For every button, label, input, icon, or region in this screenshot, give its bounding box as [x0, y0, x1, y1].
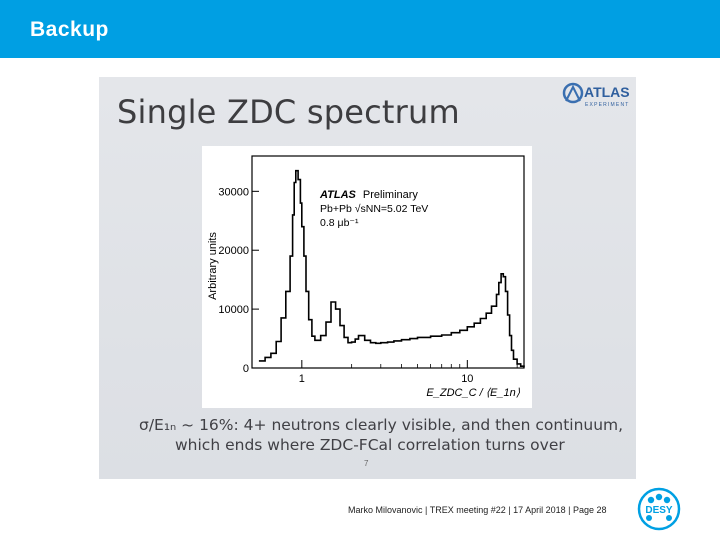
- header-bar: Backup: [0, 0, 720, 58]
- x-tick-label: 1: [299, 373, 305, 385]
- annotation-energy: Pb+Pb √sNN=5.02 TeV: [320, 203, 428, 215]
- caption-line-1: σ/E₁ₙ ~ 16%: 4+ neutrons clearly visible…: [139, 416, 624, 434]
- x-axis-label: E_ZDC_C / ⟨E_1n⟩: [426, 387, 520, 399]
- y-axis-ticks: 0 10000 20000 30000: [218, 186, 259, 375]
- slide-number: 7: [364, 459, 369, 468]
- y-tick-label: 10000: [218, 304, 249, 316]
- desy-logo-text: DESY: [645, 505, 673, 516]
- header-title: Backup: [30, 18, 109, 41]
- annotation-lumi: 0.8 μb⁻¹: [320, 217, 359, 229]
- slide-title: Single ZDC spectrum: [117, 93, 460, 131]
- y-axis-label: Arbitrary units: [207, 232, 219, 300]
- spectrum-line: [258, 169, 525, 368]
- atlas-logo-text: ATLAS: [584, 84, 630, 100]
- desy-logo: DESY: [637, 487, 681, 531]
- caption-line-2: which ends where ZDC-FCal correlation tu…: [175, 436, 565, 454]
- zdc-spectrum-plot: 0 10000 20000 30000 1 10 Arbitrary units E_Z…: [202, 146, 532, 408]
- annotation-preliminary: Preliminary: [363, 189, 419, 201]
- y-tick-label: 0: [243, 363, 249, 375]
- atlas-logo: ATLAS EXPERIMENT: [562, 82, 630, 108]
- footer-text: Marko Milovanovic | TREX meeting #22 | 1…: [348, 505, 607, 515]
- svg-text:ATLAS Preliminary: ATLAS Preliminary: [319, 189, 418, 201]
- x-axis-ticks: 1 10: [299, 360, 518, 385]
- x-tick-label: 10: [461, 373, 473, 385]
- plot-frame: [251, 155, 525, 369]
- slide-image: Single ZDC spectrum ATLAS EXPERIMENT 0 10…: [99, 77, 636, 479]
- slide-caption: σ/E₁ₙ ~ 16%: 4+ neutrons clearly visible…: [139, 415, 624, 455]
- zdc-spectrum-chart: 0 10000 20000 30000 1 10 Arbitrary units E_Z…: [207, 155, 525, 399]
- atlas-logo-subtext: EXPERIMENT: [585, 102, 630, 108]
- annotation-atlas: ATLAS: [319, 189, 357, 201]
- y-tick-label: 20000: [218, 245, 249, 257]
- y-tick-label: 30000: [218, 186, 249, 198]
